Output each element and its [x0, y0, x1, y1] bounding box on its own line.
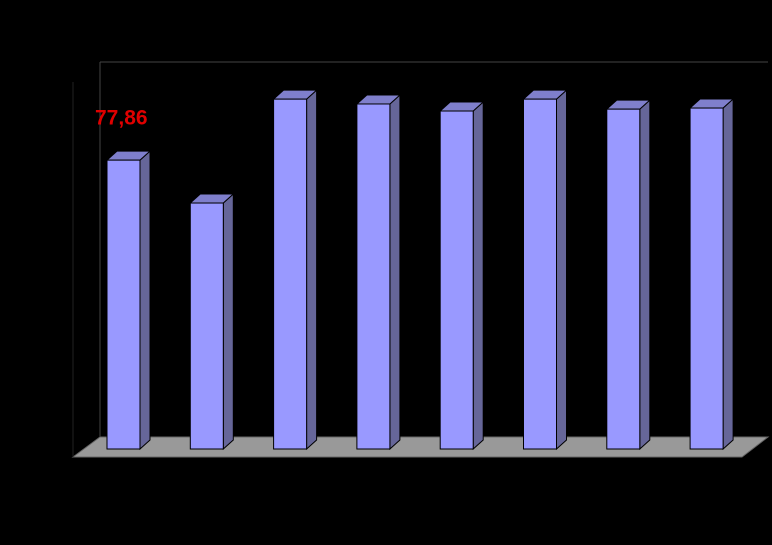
- bar: [605, 99, 652, 451]
- bar-side: [306, 89, 318, 451]
- bar: [188, 192, 235, 451]
- bar: [355, 93, 402, 451]
- bar-front: [689, 107, 724, 450]
- bar-front: [106, 159, 141, 450]
- bar: [105, 150, 152, 451]
- bar-side: [722, 97, 734, 451]
- bar: [272, 89, 318, 451]
- value-label: 77,86: [95, 107, 148, 130]
- bar-front: [273, 98, 308, 450]
- bar: [688, 97, 735, 451]
- bar-front: [523, 98, 557, 450]
- bar-side: [389, 93, 401, 451]
- bar: [522, 89, 568, 451]
- bar-side: [639, 99, 651, 451]
- bar-front: [356, 103, 391, 450]
- bar-side: [472, 100, 484, 451]
- bar-side: [139, 150, 151, 451]
- bar: [438, 100, 485, 451]
- floor: [71, 436, 770, 458]
- bar-side: [556, 89, 567, 451]
- bar-front: [606, 108, 641, 450]
- bar-front: [189, 202, 224, 450]
- bar-front: [439, 110, 474, 450]
- bar-side: [222, 192, 234, 451]
